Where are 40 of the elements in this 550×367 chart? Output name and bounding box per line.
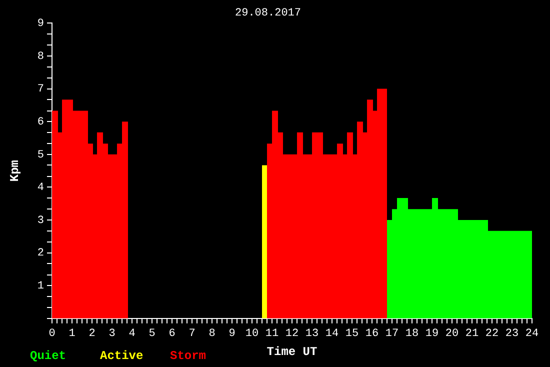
y-tick-label: 3: [37, 214, 44, 227]
x-tick-label: 9: [228, 328, 236, 340]
x-tick-label: 4: [128, 328, 136, 340]
x-tick-label: 6: [168, 328, 176, 340]
x-tick-label: 5: [148, 328, 156, 340]
y-tick-label: 9: [37, 18, 44, 30]
y-tick-label: 7: [37, 84, 44, 96]
y-tick-label: 6: [37, 116, 44, 129]
x-tick-label: 10: [245, 328, 259, 340]
x-tick-label: 18: [405, 328, 419, 340]
y-tick-label: 1: [37, 280, 44, 293]
x-tick-label: 20: [445, 328, 459, 340]
text: Quiet: [30, 349, 68, 363]
x-tick-label: 17: [385, 328, 399, 340]
x-tick-label: 7: [188, 328, 196, 340]
x-tick-label: 19: [425, 328, 439, 340]
x-axis-title: Time UT: [266, 344, 318, 359]
x-tick-label: 21: [465, 328, 479, 340]
x-tick-label: 1: [68, 328, 76, 340]
y-tick-label: 2: [37, 248, 44, 260]
chart-title: 29.08.2017: [234, 8, 302, 20]
x-tick-label: 12: [285, 328, 299, 340]
x-tick-label: 22: [485, 328, 499, 340]
x-tick-label: 2: [88, 328, 96, 340]
x-tick-label: 0: [48, 328, 56, 340]
x-tick-label: 11: [265, 328, 279, 340]
y-tick-label: 8: [37, 50, 44, 63]
x-tick-label: 13: [305, 328, 319, 340]
x-tick-label: 8: [208, 328, 216, 340]
y-axis-title: Kpm: [8, 160, 22, 182]
x-tick-label: 14: [325, 328, 339, 340]
x-tick-label: 15: [345, 328, 359, 340]
x-tick-label: 3: [108, 328, 116, 340]
text: Storm: [170, 349, 208, 363]
y-tick-label: 5: [37, 149, 44, 162]
x-tick-label: 16: [365, 328, 379, 340]
text: Active: [100, 349, 144, 363]
x-tick-label: 23: [505, 328, 519, 340]
y-tick-label: 4: [37, 182, 44, 194]
x-tick-label: 24: [525, 328, 539, 340]
